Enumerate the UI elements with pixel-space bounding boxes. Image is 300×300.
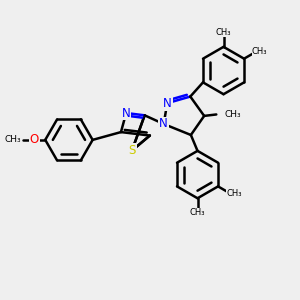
Text: CH₃: CH₃ <box>224 110 241 119</box>
Text: S: S <box>128 144 136 157</box>
Text: N: N <box>163 97 172 110</box>
Text: N: N <box>159 118 168 130</box>
Text: CH₃: CH₃ <box>226 189 242 198</box>
Text: CH₃: CH₃ <box>252 47 267 56</box>
Text: O: O <box>30 134 39 146</box>
Text: CH₃: CH₃ <box>190 208 205 217</box>
Text: CH₃: CH₃ <box>4 135 21 144</box>
Text: N: N <box>122 106 130 119</box>
Text: CH₃: CH₃ <box>216 28 231 37</box>
